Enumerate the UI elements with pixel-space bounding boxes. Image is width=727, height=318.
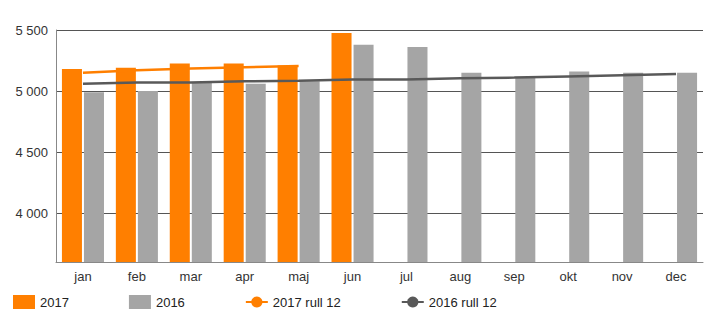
svg-text:2016: 2016 [156,295,185,310]
svg-text:apr: apr [235,269,254,284]
svg-text:5 500: 5 500 [15,23,48,38]
svg-text:2016 rull 12: 2016 rull 12 [429,295,497,310]
svg-text:2017: 2017 [40,295,69,310]
svg-text:aug: aug [450,269,472,284]
svg-text:jul: jul [399,269,413,284]
svg-text:5 000: 5 000 [15,84,48,99]
svg-text:4 500: 4 500 [15,145,48,160]
svg-text:2017 rull 12: 2017 rull 12 [273,295,341,310]
svg-text:nov: nov [612,269,633,284]
svg-text:4 000: 4 000 [15,206,48,221]
svg-text:jun: jun [343,269,361,284]
svg-text:dec: dec [666,269,687,284]
svg-text:jan: jan [73,269,91,284]
svg-text:okt: okt [560,269,578,284]
svg-text:mar: mar [180,269,203,284]
svg-text:feb: feb [128,269,146,284]
svg-text:maj: maj [288,269,309,284]
svg-text:sep: sep [504,269,525,284]
